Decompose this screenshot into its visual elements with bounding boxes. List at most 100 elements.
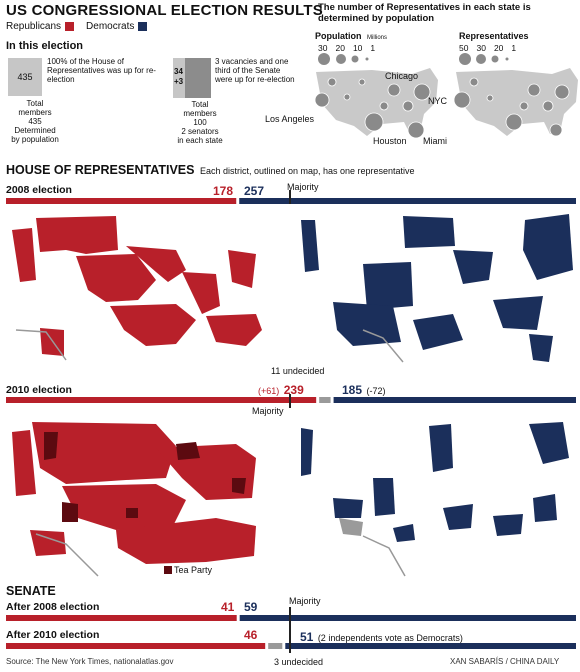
population-dot [379,101,389,111]
house-2010-rep: (+61) 239 [258,381,304,399]
scale-circle [505,57,509,61]
dem-region [373,478,395,516]
dem-region [429,424,453,472]
alaska-guide-line [362,329,404,363]
republican-swatch [65,22,75,31]
rep-region [30,530,66,556]
house-2008-bar [6,198,576,204]
alaska-guide-line [15,329,67,361]
senate-undecided-label: 3 undecided [274,657,324,667]
seat-bar-democrats [285,643,576,649]
population-dot-la [314,92,330,108]
senate-majority-marker [289,607,291,653]
population-us-map [316,68,438,136]
senate-2008-dem-count: 59 [244,600,258,614]
rep-region [12,228,36,282]
dem-region [493,514,523,536]
credit: XAN SABARÍS / CHINA DAILY [450,657,560,666]
rep-region [182,272,220,314]
page-title: US CONGRESSIONAL ELECTION RESULTS [6,2,323,19]
population-dot-miami [407,121,425,139]
senate-2010-dem: 51 (2 independents vote as Democrats) [300,628,463,646]
population-unit: Millions [367,35,388,41]
dem-region [533,494,557,522]
scale-circle [336,54,346,64]
senate-2008-rep-count: 41 [221,600,235,614]
house-2008-rep-count: 178 [213,184,234,198]
house-2008-dem-map [301,214,573,363]
tea-party-region [44,432,58,460]
senate-caption: Total members 100 2 senators in each sta… [177,100,223,145]
dem-region [363,262,413,310]
tea-party-swatch [164,566,172,574]
tea-party-region [176,442,200,460]
legend: Republicans Democrats [6,21,148,32]
seat-bar-republicans [6,198,237,204]
dem-region [301,428,313,476]
tea-party-region [62,502,78,522]
scale-circle [476,54,486,64]
democrat-swatch [138,22,148,31]
dem-region [333,302,401,346]
house-2008-majority-label: Majority [287,182,319,192]
house-members-box: 435 [8,58,42,96]
legend-democrats: Democrats [86,21,135,32]
senate-majority-label: Majority [289,596,321,606]
dem-region [333,498,363,518]
house-2010-dem-map [301,422,569,577]
population-dot [327,77,337,87]
house-2008-dem-count: 257 [244,184,265,198]
house-subheading: Each district, outlined on map, has one … [199,166,415,176]
scale-circle [351,55,359,63]
scale-circle [491,55,499,63]
scale-circle [318,53,330,65]
dem-region [529,422,569,464]
seat-bar-democrats [239,615,576,621]
in-this-election-heading: In this election [6,40,84,52]
senate-info-text: 3 vacancies and one third of the Senate … [215,57,295,84]
city-nyc: NYC [428,96,448,106]
representatives-dot [542,100,554,112]
house-undecided-label: 11 undecided [271,366,325,376]
representatives-dot [486,94,494,102]
rep-region [12,430,36,496]
dem-region [403,216,455,248]
representatives-dot [519,101,529,111]
legend-republicans: Republicans [6,21,62,32]
tea-party-region [126,508,138,518]
tea-party-label: Tea Party [174,565,213,575]
rep-region [32,422,176,484]
rep-region [206,314,262,346]
house-2010-rep-map [12,422,256,577]
representatives-us-map [456,68,578,136]
house-2010-rep-change: (+61) [258,386,280,396]
dem-region [413,314,463,350]
representatives-dot [469,77,479,87]
senate-box-top: 34 [174,67,183,76]
house-2010-bar [6,397,576,403]
seat-bar-democrats [333,397,576,403]
senate-remaining-box [185,58,211,98]
house-heading: HOUSE OF REPRESENTATIVES Each district, … [6,163,415,177]
population-label: Population Millions [315,31,388,41]
dem-region [529,334,553,362]
population-dot-nyc [413,83,431,101]
dem-region [443,504,473,530]
seat-bar-undecided [268,643,283,649]
house-2010-rep-count: 239 [283,383,304,397]
representatives-dot [453,91,471,109]
tea-party-region [232,478,246,494]
rep-region [228,250,256,288]
senate-2010-bar [6,643,576,649]
house-2008-rep-map [12,216,262,361]
population-subtitle: The number of Representatives in each st… [318,2,531,24]
representatives-dot [554,84,570,100]
representatives-dot [527,83,541,97]
senate-heading: SENATE [6,584,56,598]
house-2010-dem-change: (-72) [366,386,386,396]
house-2010-dem: 185 (-72) [342,381,386,399]
house-2008-majority-marker [289,190,291,204]
scale-circle [365,57,369,61]
rep-region [110,304,196,346]
senate-up-box [173,58,185,98]
